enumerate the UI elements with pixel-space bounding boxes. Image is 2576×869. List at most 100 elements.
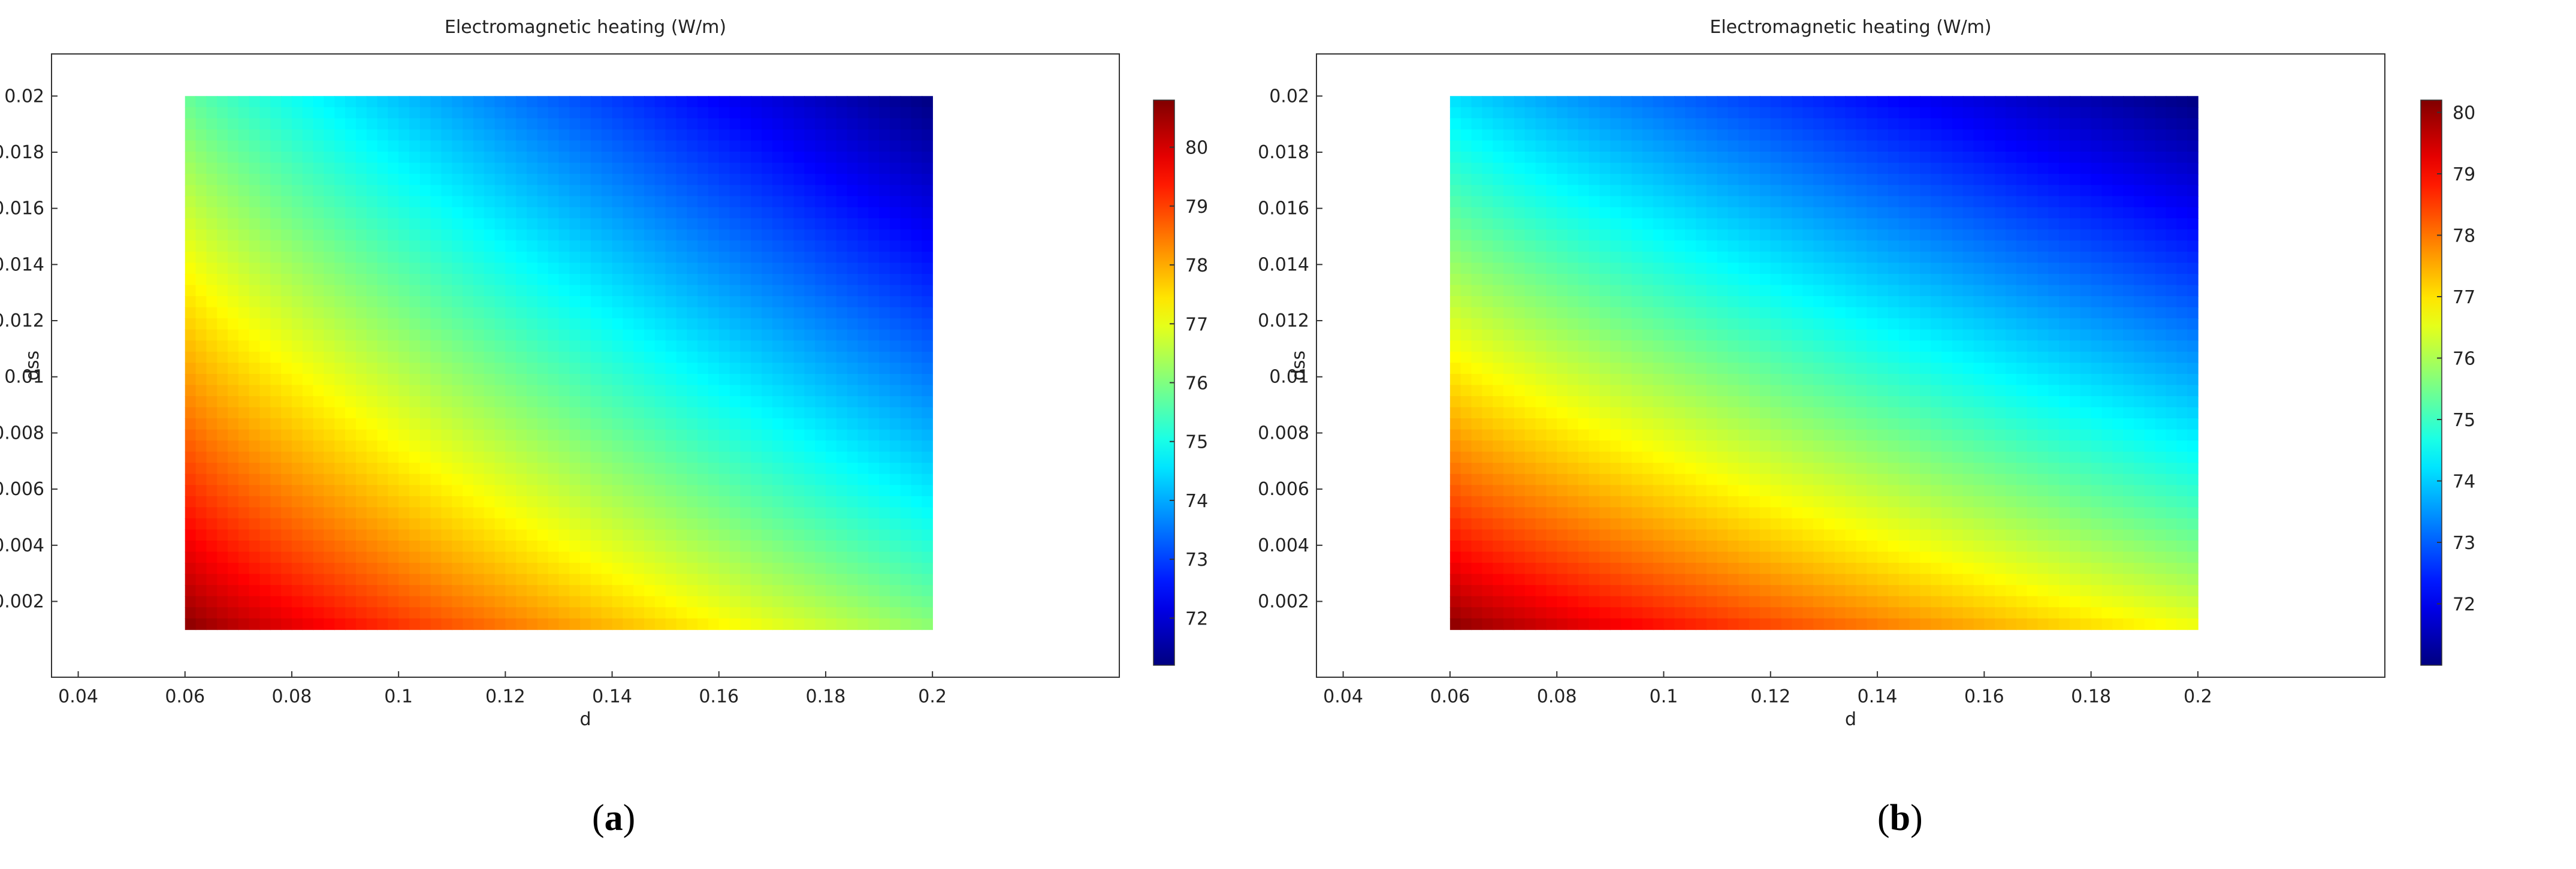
heatmap-cell bbox=[623, 129, 634, 141]
heatmap-cell bbox=[313, 240, 325, 252]
heatmap-cell bbox=[1973, 296, 1985, 308]
heatmap-cell bbox=[2123, 251, 2134, 264]
heatmap-cell bbox=[2112, 251, 2124, 264]
heatmap-cell bbox=[815, 541, 826, 553]
heatmap-cell bbox=[1898, 185, 1910, 197]
heatmap-cell bbox=[516, 607, 527, 619]
heatmap-cell bbox=[516, 307, 527, 319]
heatmap-cell bbox=[2187, 162, 2198, 174]
heatmap-cell bbox=[718, 418, 730, 430]
heatmap-cell bbox=[633, 196, 645, 208]
heatmap-cell bbox=[654, 518, 666, 530]
heatmap-cell bbox=[377, 551, 389, 563]
heatmap-cell bbox=[601, 363, 613, 375]
heatmap-cell bbox=[708, 518, 720, 530]
heatmap-cell bbox=[1931, 118, 1942, 130]
heatmap-cell bbox=[644, 196, 656, 208]
heatmap-cell bbox=[815, 140, 826, 152]
heatmap-cell bbox=[2101, 307, 2113, 319]
heatmap-cell bbox=[537, 107, 549, 119]
heatmap-cell bbox=[249, 329, 261, 342]
heatmap-cell bbox=[441, 340, 453, 352]
heatmap-cell bbox=[419, 140, 431, 152]
heatmap-cell bbox=[1802, 240, 1814, 252]
heatmap-cell bbox=[463, 140, 474, 152]
heatmap-cell bbox=[238, 407, 250, 419]
heatmap-cell bbox=[793, 329, 805, 342]
heatmap-cell bbox=[1460, 196, 1472, 208]
heatmap-cell bbox=[1781, 329, 1793, 342]
heatmap-cell bbox=[1952, 251, 1964, 264]
heatmap-cell bbox=[1995, 129, 2006, 141]
heatmap-cell bbox=[1898, 318, 1910, 330]
heatmap-cell bbox=[334, 118, 346, 130]
heatmap-cell bbox=[1759, 218, 1771, 230]
heatmap-cell bbox=[388, 307, 399, 319]
heatmap-cell bbox=[1695, 229, 1707, 242]
heatmap-cell bbox=[473, 240, 485, 252]
heatmap-cell bbox=[366, 574, 378, 586]
heatmap-cell bbox=[1717, 118, 1729, 130]
heatmap-cell bbox=[430, 185, 442, 197]
heatmap-cell bbox=[548, 196, 560, 208]
heatmap-cell bbox=[879, 129, 890, 141]
heatmap-cell bbox=[1524, 196, 1536, 208]
heatmap-cell bbox=[1717, 340, 1729, 352]
heatmap-cell bbox=[825, 473, 837, 486]
heatmap-cell bbox=[751, 541, 762, 553]
heatmap-cell bbox=[2048, 329, 2059, 342]
heatmap-cell bbox=[751, 496, 762, 508]
y-tick-label: 0.006 bbox=[0, 479, 44, 500]
heatmap-cell bbox=[612, 229, 624, 242]
heatmap-cell bbox=[740, 385, 752, 397]
heatmap-cell bbox=[889, 607, 901, 619]
heatmap-cell bbox=[1952, 162, 1964, 174]
heatmap-cell bbox=[857, 129, 869, 141]
heatmap-cell bbox=[516, 563, 527, 575]
heatmap-cell bbox=[281, 140, 292, 152]
heatmap-cell bbox=[217, 351, 228, 364]
heatmap-cell bbox=[1973, 129, 1985, 141]
heatmap-cell bbox=[281, 385, 292, 397]
heatmap-cell bbox=[441, 618, 453, 630]
heatmap-cell bbox=[2006, 273, 2017, 286]
heatmap-cell bbox=[1460, 118, 1472, 130]
heatmap-cell bbox=[452, 162, 463, 174]
heatmap-cell bbox=[388, 451, 399, 463]
heatmap-cell bbox=[1589, 273, 1600, 286]
heatmap-cell bbox=[1589, 218, 1600, 230]
heatmap-cell bbox=[665, 329, 677, 342]
heatmap-cell bbox=[1834, 240, 1846, 252]
heatmap-cell bbox=[1856, 207, 1868, 219]
heatmap-cell bbox=[718, 318, 730, 330]
heatmap-cell bbox=[270, 496, 282, 508]
heatmap-cell bbox=[313, 507, 325, 519]
heatmap-cell bbox=[259, 185, 271, 197]
heatmap-cell bbox=[580, 329, 591, 342]
heatmap-cell bbox=[665, 196, 677, 208]
heatmap-cell bbox=[1845, 262, 1857, 274]
heatmap-cell bbox=[302, 307, 314, 319]
heatmap-cell bbox=[1642, 185, 1654, 197]
heatmap-cell bbox=[409, 296, 421, 308]
heatmap-cell bbox=[889, 229, 901, 242]
heatmap-cell bbox=[697, 151, 709, 164]
heatmap-cell bbox=[623, 563, 634, 575]
heatmap-cell bbox=[1995, 162, 2006, 174]
heatmap-cell bbox=[1962, 151, 1974, 164]
heatmap-cell bbox=[590, 473, 602, 486]
heatmap-cell bbox=[772, 418, 784, 430]
heatmap-cell bbox=[1867, 285, 1878, 297]
heatmap-cell bbox=[1792, 262, 1804, 274]
heatmap-cell bbox=[900, 296, 912, 308]
heatmap-cell bbox=[345, 318, 357, 330]
heatmap-cell bbox=[430, 351, 442, 364]
heatmap-cell bbox=[441, 440, 453, 452]
heatmap-cell bbox=[644, 185, 656, 197]
heatmap-cell bbox=[836, 596, 848, 608]
heatmap-cell bbox=[548, 174, 560, 186]
heatmap-cell bbox=[815, 207, 826, 219]
heatmap-cell bbox=[1952, 96, 1964, 108]
heatmap-cell bbox=[601, 385, 613, 397]
heatmap-cell bbox=[654, 229, 666, 242]
